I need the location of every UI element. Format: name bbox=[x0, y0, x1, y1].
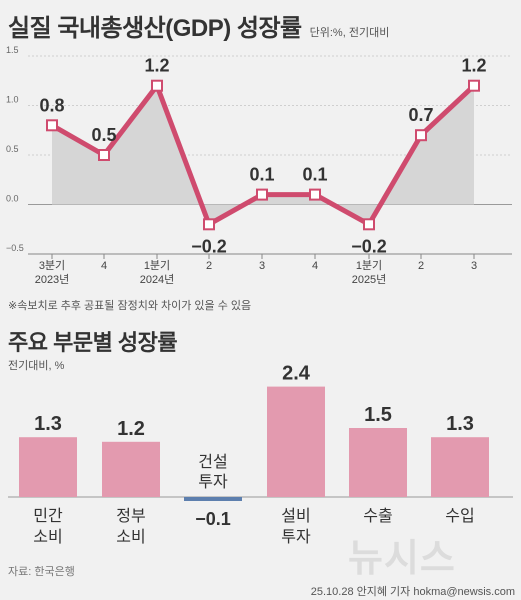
bar-value-label: 1.5 bbox=[364, 404, 392, 426]
data-point-marker bbox=[151, 79, 163, 92]
x-tick-label: 1분기 bbox=[356, 259, 382, 272]
category-label: 투자 bbox=[198, 473, 228, 491]
data-point-marker bbox=[415, 129, 427, 142]
bar bbox=[431, 437, 489, 497]
x-year-label: 2023년 bbox=[35, 273, 70, 286]
y-tick-label: −0.5 bbox=[6, 243, 24, 253]
footnote: ※속보치로 추후 공표될 잠정치와 차이가 있을 수 있음 bbox=[8, 300, 252, 312]
sector-unit-note: 전기대비, % bbox=[8, 360, 65, 372]
data-point-marker bbox=[363, 218, 375, 231]
x-tick-label: 4 bbox=[312, 260, 318, 272]
bar bbox=[19, 437, 77, 497]
data-point-marker bbox=[309, 188, 321, 201]
data-value-label: 0.7 bbox=[408, 105, 433, 125]
newsis-logo: 뉴시스 bbox=[348, 538, 456, 580]
data-value-label: 1.2 bbox=[461, 56, 486, 76]
data-point-marker bbox=[46, 119, 58, 132]
data-value-label: −0.2 bbox=[191, 236, 227, 256]
bar bbox=[267, 386, 325, 497]
data-value-label: 1.2 bbox=[144, 56, 169, 76]
data-value-label: 0.8 bbox=[39, 95, 64, 115]
bar bbox=[184, 497, 242, 501]
category-label: 소비 bbox=[116, 528, 145, 546]
chart-header: 실질 국내총생산(GDP) 성장률 단위:%, 전기대비 bbox=[8, 8, 389, 43]
category-label: 투자 bbox=[281, 528, 311, 546]
data-value-label: 0.1 bbox=[249, 165, 274, 185]
category-label: 수출 bbox=[363, 507, 392, 525]
data-point-marker bbox=[468, 79, 480, 92]
y-tick-label: 0.0 bbox=[6, 194, 19, 204]
category-label: 설비 bbox=[281, 507, 310, 525]
y-tick-label: 0.5 bbox=[6, 144, 19, 154]
category-label: 수입 bbox=[445, 507, 474, 525]
bar bbox=[102, 441, 160, 497]
bar-value-label: 1.3 bbox=[34, 413, 62, 435]
category-label: 정부 bbox=[116, 507, 145, 525]
gdp-line-chart: 1.5 1.0 0.5 0.0 −0.5 0.8 0.5 1.2 −0.2 0.1 0.1 −0.2 0… bbox=[6, 45, 512, 286]
sector-chart-title: 주요 부문별 성장률 bbox=[8, 330, 178, 355]
bar-value-label: −0.1 bbox=[195, 509, 231, 529]
data-point-marker bbox=[203, 218, 215, 231]
data-point-marker bbox=[256, 188, 268, 201]
chart-title: 실질 국내총생산(GDP) 성장률 bbox=[8, 15, 302, 42]
x-year-label: 2024년 bbox=[140, 273, 175, 286]
credit-text: 25.10.28 안지혜 기자 hokma@newsis.com bbox=[310, 586, 515, 598]
x-tick-label: 2 bbox=[206, 260, 212, 272]
category-label: 민간 bbox=[33, 507, 63, 525]
x-tick-label: 3분기 bbox=[39, 259, 65, 272]
data-value-label: 0.5 bbox=[91, 125, 116, 145]
x-year-label: 2025년 bbox=[352, 273, 387, 286]
x-tick-label: 2 bbox=[418, 260, 424, 272]
x-tick-label: 3 bbox=[471, 260, 477, 272]
bar-value-label: 1.3 bbox=[446, 413, 474, 435]
data-value-label: 0.1 bbox=[302, 165, 327, 185]
unit-note: 단위:%, 전기대비 bbox=[309, 27, 390, 39]
category-label: 건설 bbox=[198, 453, 227, 471]
x-tick-label: 1분기 bbox=[144, 259, 170, 272]
area-fill bbox=[52, 85, 474, 225]
bar-value-label: 1.2 bbox=[117, 418, 145, 440]
x-tick-label: 3 bbox=[259, 260, 265, 272]
y-tick-label: 1.5 bbox=[6, 45, 19, 55]
data-value-label: −0.2 bbox=[351, 236, 387, 256]
bar bbox=[349, 428, 407, 497]
data-point-marker bbox=[98, 149, 110, 161]
x-tick-label: 4 bbox=[101, 260, 107, 272]
y-tick-label: 1.0 bbox=[6, 95, 19, 105]
source-text: 자료: 한국은행 bbox=[8, 566, 75, 578]
bar-value-label: 2.4 bbox=[282, 363, 311, 385]
category-label: 소비 bbox=[33, 528, 62, 546]
